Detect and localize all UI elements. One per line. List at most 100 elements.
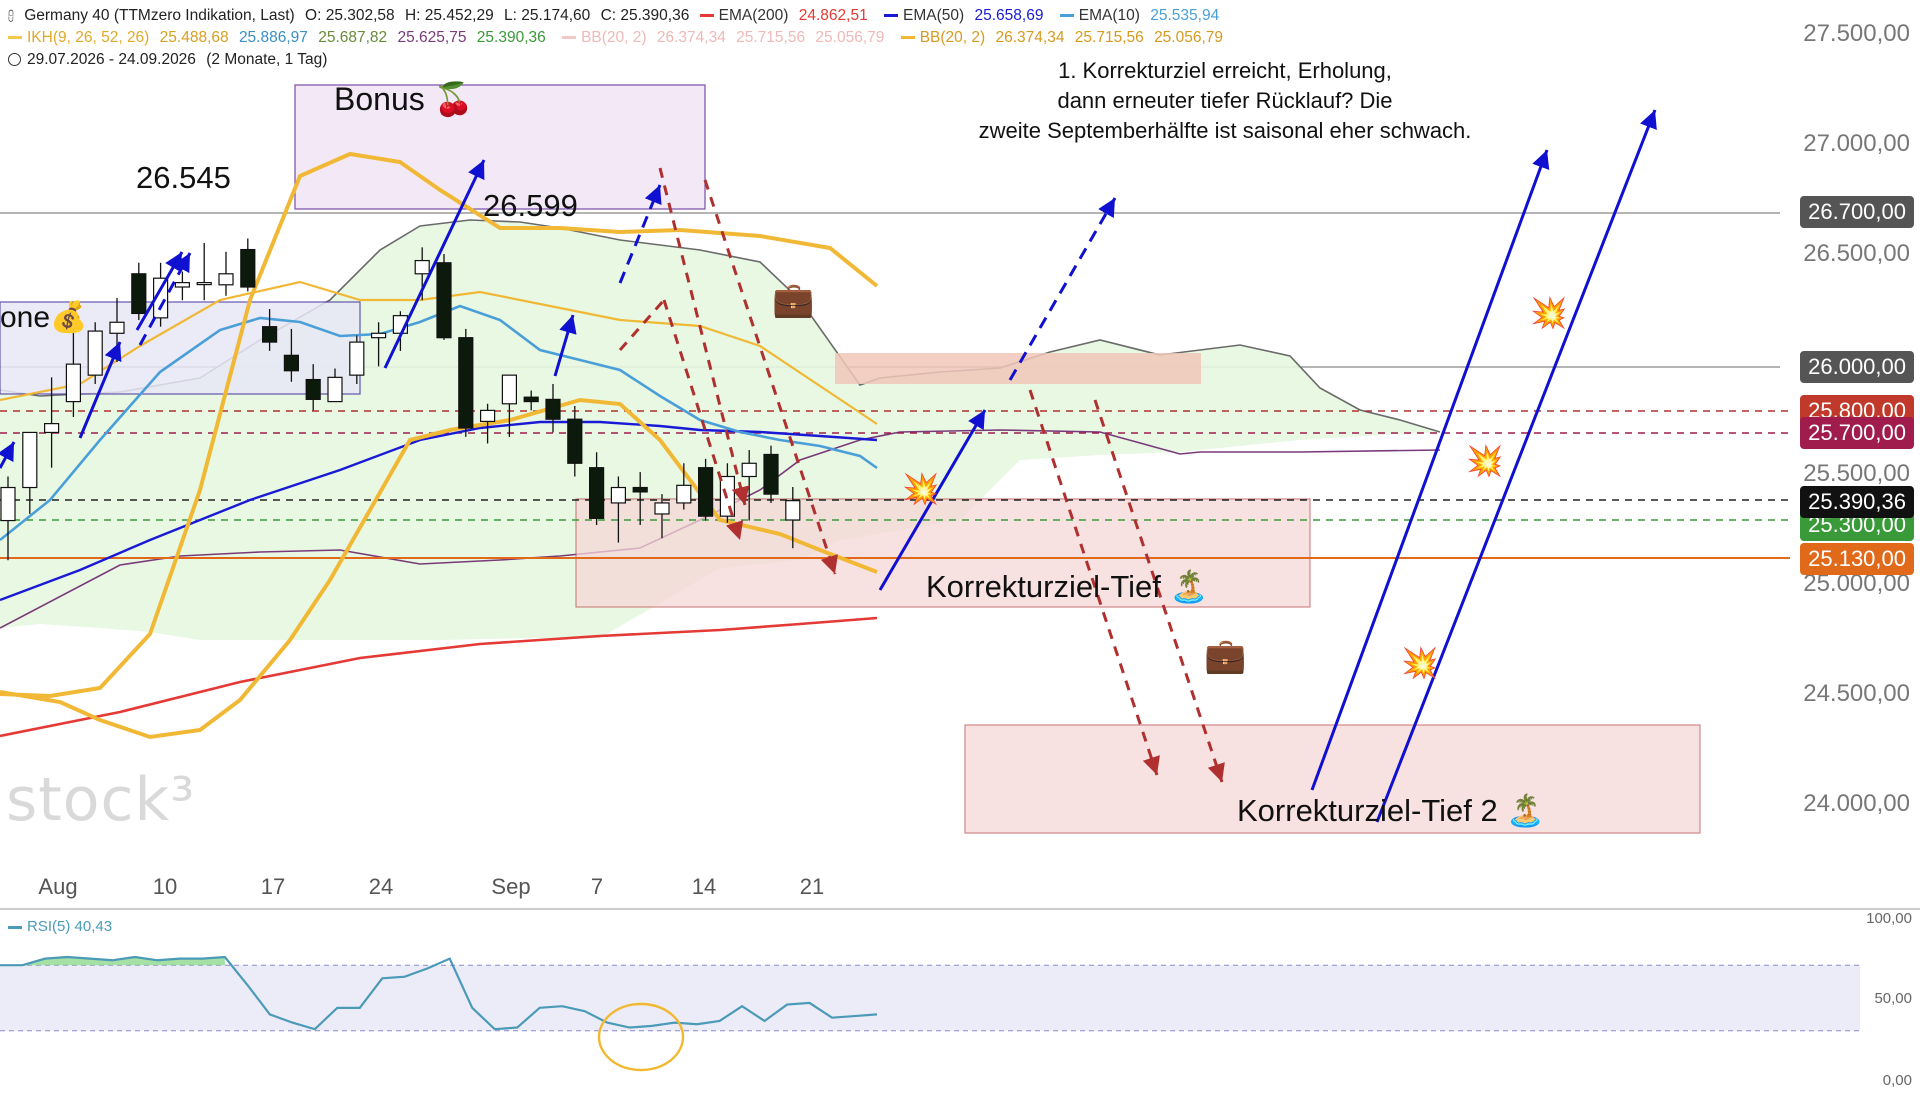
rsi-legend[interactable]: RSI(5) 40,43 (8, 918, 112, 935)
bb2-legend[interactable]: BB(20, 2) 26.374,34 25.715,56 25.056,79 (900, 29, 1229, 46)
candle-body (327, 376, 343, 403)
peak-label-2: 26.599 (483, 188, 578, 223)
candle-body (218, 273, 234, 286)
price-badge-last: 25.390,36 (1800, 486, 1914, 518)
ema50-legend[interactable]: EMA(50) 25.658,69 (884, 7, 1049, 24)
candle-body (349, 341, 365, 376)
time-tick: Sep (491, 874, 531, 899)
candle-body (567, 418, 583, 464)
bollinger-upper (0, 151, 879, 699)
candle-body (305, 378, 321, 400)
ema10-legend[interactable]: EMA(10) 25.535,94 (1059, 7, 1225, 24)
outlook-note: 1. Korrekturziel erreicht, Erholung, dan… (978, 58, 1472, 143)
rsi-tick: 0,00 (1882, 1072, 1912, 1089)
price-badge-25700: 25.700,00 (1800, 417, 1914, 449)
ikh-legend[interactable]: IKH(9, 26, 52, 26) 25.488,68 25.886,97 2… (8, 29, 552, 46)
price-badge-26700: 26.700,00 (1800, 196, 1914, 228)
time-tick: Aug (38, 874, 78, 899)
candle-body (676, 484, 692, 504)
target-box-1 (575, 498, 1311, 608)
candle-body (153, 277, 169, 319)
zone-label: one💰 (0, 301, 88, 334)
date-range: 29.07.2026 - 24.09.2026 (27, 51, 196, 68)
ohlc-low: L: 25.174,60 (504, 7, 591, 24)
time-tick: 24 (368, 874, 394, 899)
chart-icon: ⩉ (8, 9, 14, 24)
candle-body (22, 431, 38, 489)
candle-body (414, 259, 430, 275)
peak-label-1: 26.545 (136, 160, 231, 195)
zone-box (0, 301, 361, 395)
explosion-icon: 💥 (1401, 647, 1439, 680)
candle-body (523, 396, 539, 403)
candle-body (196, 282, 212, 286)
time-tick: 21 (799, 874, 825, 899)
trend-arrow (0, 441, 16, 469)
bollinger-lower (0, 397, 878, 740)
down-arrow (618, 299, 666, 351)
candle-body (240, 248, 256, 288)
legend-line-3: 29.07.2026 - 24.09.2026 (2 Monate, 1 Tag… (8, 50, 333, 70)
candle-body (741, 462, 757, 478)
explosion-icon: 💥 (1530, 297, 1568, 330)
brand-watermark: stock³ (6, 765, 196, 835)
candle-body (109, 321, 125, 334)
price-tick: 27.500,00 (1803, 20, 1910, 47)
price-tick: 24.000,00 (1803, 790, 1910, 817)
bb1-legend[interactable]: BB(20, 2) 26.374,34 25.715,56 25.056,79 (562, 29, 890, 46)
candle-body (87, 330, 103, 376)
rsi-tick: 100,00 (1866, 910, 1912, 927)
rsi-highlight-circle (597, 1002, 685, 1072)
price-tick: 26.500,00 (1803, 240, 1910, 267)
down-arrow (662, 299, 744, 541)
candle-body (436, 262, 452, 339)
ohlc-close: C: 25.390,36 (600, 7, 690, 24)
rsi-line (0, 955, 878, 1031)
candle-body (785, 500, 801, 521)
ema200-line (0, 616, 878, 738)
suitcase-icon: 💼 (1204, 637, 1247, 675)
candle-body (632, 486, 648, 493)
target-label-1: Korrekturziel-Tief 🏝️ (926, 569, 1209, 604)
down-arrow (1093, 399, 1225, 783)
target-box-2 (964, 724, 1701, 834)
projection-arrow (138, 252, 192, 346)
bonus-label: Bonus 🍒 (334, 81, 474, 117)
trend-arrow (78, 341, 122, 439)
time-tick: 17 (260, 874, 286, 899)
price-tick: 27.000,00 (1803, 130, 1910, 157)
trend-arrow (1375, 109, 1657, 823)
candle-body (610, 486, 627, 504)
bonus-box (294, 84, 706, 210)
candle-body (697, 467, 714, 517)
down-arrow (703, 179, 838, 575)
candle-body (262, 326, 278, 343)
target-label-2: Korrekturziel-Tief 2 🏝️ (1237, 793, 1545, 828)
trend-arrow (553, 314, 577, 377)
down-arrow (658, 167, 750, 506)
ohlc-open: O: 25.302,58 (305, 7, 395, 24)
candle-body (65, 363, 82, 403)
time-tick: 10 (152, 874, 178, 899)
trend-arrow (1310, 149, 1550, 791)
trend-arrow (383, 159, 486, 369)
candle-body (501, 374, 517, 405)
price-tick: 24.500,00 (1803, 680, 1910, 707)
candle-body (283, 354, 299, 372)
candle-body (588, 467, 605, 519)
down-arrow (1028, 389, 1160, 776)
rsi-band (0, 965, 1860, 1031)
rsi-tick: 50,00 (1874, 990, 1912, 1007)
projection-arrow (1008, 197, 1117, 381)
candle-body (371, 332, 387, 339)
price-badge-26000: 26.000,00 (1800, 351, 1914, 383)
candle-body (174, 282, 190, 288)
ema10-line (0, 304, 878, 542)
ema200-legend[interactable]: EMA(200) 24.862,51 (699, 7, 874, 24)
clock-icon (8, 53, 21, 67)
explosion-icon: 💥 (1466, 445, 1504, 478)
price-badge-25130: 25.130,00 (1800, 543, 1914, 575)
projection-arrow (618, 184, 662, 284)
candle-body (131, 273, 147, 315)
